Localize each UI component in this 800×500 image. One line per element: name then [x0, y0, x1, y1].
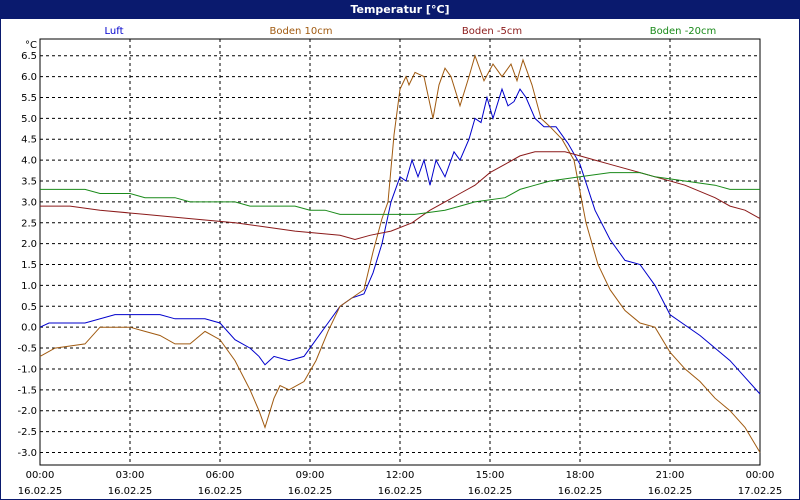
x-tick-date: 16.02.25 — [288, 486, 333, 497]
chart-title: Temperatur [°C] — [1, 1, 799, 19]
x-tick-time: 00:00 — [746, 470, 775, 481]
series-line-boden-10cm — [39, 54, 761, 453]
y-tick-label: 3.0 — [21, 197, 37, 208]
y-tick-label: 2.5 — [21, 218, 37, 229]
x-tick-date: 16.02.25 — [198, 486, 243, 497]
x-tick-time: 00:00 — [26, 470, 55, 481]
y-tick-label: 0.0 — [21, 323, 37, 334]
x-tick-time: 03:00 — [116, 470, 145, 481]
x-tick-time: 18:00 — [566, 470, 595, 481]
y-tick-label: 1.5 — [21, 260, 37, 271]
y-axis-label: °C — [25, 40, 37, 51]
y-tick-label: 1.0 — [21, 281, 37, 292]
y-tick-label: 4.5 — [21, 135, 37, 146]
y-tick-label: 5.0 — [21, 114, 37, 125]
y-tick-label: 6.0 — [21, 72, 37, 83]
y-tick-label: 2.0 — [21, 239, 37, 250]
y-tick-label: 4.0 — [21, 156, 37, 167]
y-tick-label: 0.5 — [21, 302, 37, 313]
x-tick-date: 16.02.25 — [468, 486, 513, 497]
legend-entry: Boden 10cm — [270, 26, 333, 37]
x-tick-date: 16.02.25 — [108, 486, 153, 497]
y-tick-label: -1.0 — [17, 364, 37, 375]
x-tick-date: 16.02.25 — [558, 486, 603, 497]
series-line-boden-20cm — [40, 172, 760, 215]
x-tick-time: 09:00 — [296, 470, 325, 481]
legend-entry: Boden -20cm — [650, 26, 717, 37]
x-tick-time: 15:00 — [476, 470, 505, 481]
y-tick-label: -2.5 — [17, 427, 37, 438]
y-tick-label: -3.0 — [17, 448, 37, 459]
y-tick-label: 6.5 — [21, 51, 37, 62]
y-tick-label: -2.0 — [17, 406, 37, 417]
legend-entry: Luft — [105, 26, 124, 37]
y-tick-label: 5.5 — [21, 93, 37, 104]
x-tick-date: 17.02.25 — [738, 486, 783, 497]
series-line-luft — [39, 87, 761, 395]
legend-entry: Boden -5cm — [462, 26, 522, 37]
y-tick-label: -0.5 — [17, 344, 37, 355]
x-tick-time: 12:00 — [386, 470, 415, 481]
x-tick-date: 16.02.25 — [18, 486, 63, 497]
temperature-chart: 6.5 6.0 5.5 5.0 4.5 4.0 3.5 3.0 2.5 2.0 1.5 1.0 0.5 0… — [17, 26, 783, 497]
y-tick-label: 3.5 — [21, 177, 37, 188]
y-tick-label: -1.5 — [17, 385, 37, 396]
x-tick-time: 06:00 — [206, 470, 235, 481]
x-tick-time: 21:00 — [656, 470, 685, 481]
x-tick-date: 16.02.25 — [648, 486, 693, 497]
x-tick-date: 16.02.25 — [378, 486, 423, 497]
plot-area — [39, 38, 761, 466]
